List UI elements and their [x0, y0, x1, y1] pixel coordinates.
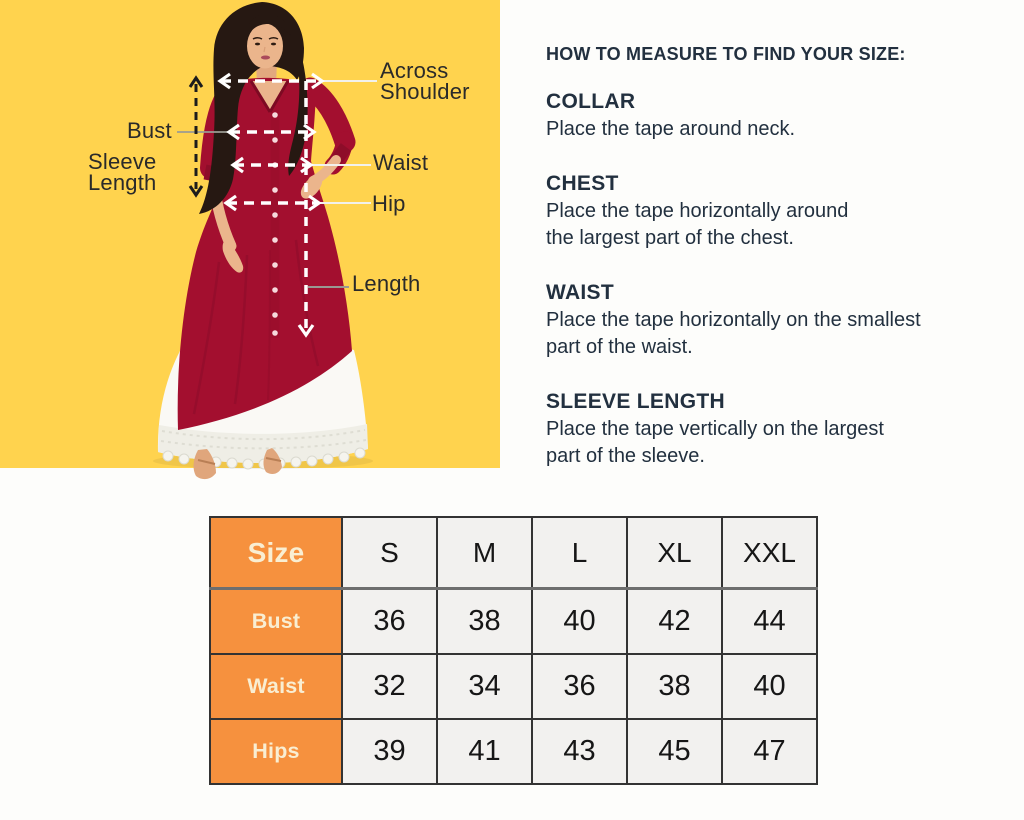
hips-value: 41	[436, 718, 533, 785]
section-body: Place the tape around neck.	[546, 118, 796, 140]
sleeve-length-measure-line	[188, 75, 204, 198]
feet	[193, 448, 282, 480]
size-col-m: M	[436, 516, 533, 590]
measure-lines	[177, 72, 377, 338]
section-body: Place the tape horizontally around the l…	[546, 199, 849, 250]
how-to-measure-panel: HOW TO MEASURE TO FIND YOUR SIZE: COLLAR…	[546, 44, 976, 499]
right-arm	[299, 77, 356, 199]
measurement-label-waist: Waist	[373, 150, 429, 175]
waist-value: 40	[721, 653, 818, 720]
row-label-hips: Hips	[209, 718, 343, 785]
measurement-label-sleeve-length: Sleeve Length	[88, 149, 157, 195]
waist-value: 34	[436, 653, 533, 720]
size-col-xxl: XXL	[721, 516, 818, 590]
waist-value: 38	[626, 653, 723, 720]
waist-value: 32	[341, 653, 438, 720]
white-arrowheads	[217, 72, 325, 338]
instruction-section-waist: WAIST Place the tape horizontally on the…	[546, 281, 976, 362]
hips-value: 47	[721, 718, 818, 785]
instruction-section-collar: COLLAR Place the tape around neck.	[546, 90, 976, 144]
measurement-label-hip: Hip	[372, 191, 406, 216]
buttons	[272, 112, 278, 336]
instructions-title: HOW TO MEASURE TO FIND YOUR SIZE:	[546, 44, 906, 64]
measurement-label-across-shoulder: Across Shoulder	[380, 58, 470, 104]
bust-value: 36	[341, 587, 438, 655]
section-heading: WAIST	[546, 280, 614, 304]
bust-value: 42	[626, 587, 723, 655]
size-chart-header-row: Size S M L XL XXL	[209, 516, 818, 590]
section-heading: CHEST	[546, 171, 619, 195]
hips-row: Hips 39 41 43 45 47	[209, 718, 818, 785]
section-body: Place the tape vertically on the largest…	[546, 417, 884, 468]
bust-row: Bust 36 38 40 42 44	[209, 587, 818, 655]
measurement-label-length: Length	[352, 271, 421, 296]
measurement-label-bust: Bust	[127, 118, 172, 143]
section-heading: SLEEVE LENGTH	[546, 389, 725, 413]
instruction-section-sleeve-length: SLEEVE LENGTH Place the tape vertically …	[546, 390, 976, 471]
row-label-bust: Bust	[209, 587, 343, 655]
size-col-s: S	[341, 516, 438, 590]
section-heading: COLLAR	[546, 90, 636, 113]
size-col-xl: XL	[626, 516, 723, 590]
hips-value: 43	[531, 718, 628, 785]
hips-value: 45	[626, 718, 723, 785]
waist-value: 36	[531, 653, 628, 720]
hips-value: 39	[341, 718, 438, 785]
bust-value: 40	[531, 587, 628, 655]
head	[199, 2, 308, 214]
bust-value: 38	[436, 587, 533, 655]
row-label-waist: Waist	[209, 653, 343, 720]
instruction-section-chest: CHEST Place the tape horizontally around…	[546, 172, 976, 253]
measurement-diagram: Across Shoulder Bust Sleeve Length Waist…	[0, 0, 500, 486]
size-header-cell: Size	[209, 516, 343, 590]
size-chart-table: Size S M L XL XXL Bust 36 38 40 42 44 Wa…	[209, 516, 818, 785]
bust-value: 44	[721, 587, 818, 655]
model-illustration	[0, 0, 500, 480]
section-body: Place the tape horizontally on the small…	[546, 308, 921, 359]
size-col-l: L	[531, 516, 628, 590]
waist-row: Waist 32 34 36 38 40	[209, 653, 818, 720]
